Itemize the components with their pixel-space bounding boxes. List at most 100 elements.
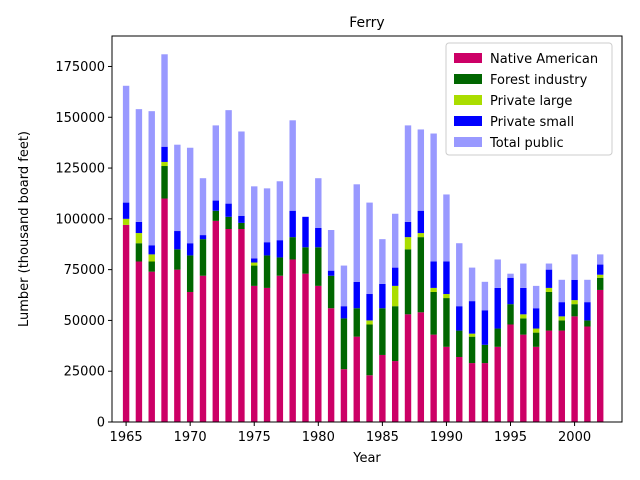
bar-private-small-1991 bbox=[456, 306, 463, 331]
bar-total-public-1986 bbox=[391, 213, 399, 268]
bar-forest-industry-1988 bbox=[417, 237, 425, 313]
bar-total-public-1967 bbox=[148, 111, 155, 246]
bar-native-american-1995 bbox=[507, 324, 514, 422]
bar-private-small-1967 bbox=[148, 245, 155, 255]
bar-total-public-1977 bbox=[276, 181, 284, 241]
bar-private-small-1972 bbox=[212, 200, 219, 211]
bar-private-large-1996 bbox=[520, 314, 527, 319]
bar-private-small-2001 bbox=[584, 302, 591, 321]
bar-total-public-1999 bbox=[558, 279, 565, 303]
bar-forest-industry-1966 bbox=[135, 243, 143, 262]
bar-forest-industry-2000 bbox=[571, 304, 578, 317]
bar-private-small-1982 bbox=[340, 306, 348, 319]
bar-forest-industry-1989 bbox=[430, 291, 437, 335]
bar-private-small-1974 bbox=[238, 215, 245, 223]
y-tick-label-0: 0 bbox=[97, 416, 105, 431]
bar-private-large-1997 bbox=[532, 328, 540, 333]
bar-private-small-1996 bbox=[520, 287, 527, 315]
bar-total-public-1982 bbox=[340, 265, 348, 307]
bar-total-public-1998 bbox=[545, 263, 553, 270]
bar-total-public-1995 bbox=[507, 273, 514, 278]
legend-swatch-native-american bbox=[454, 53, 482, 63]
bar-forest-industry-1987 bbox=[404, 249, 412, 315]
bar-total-public-1969 bbox=[174, 144, 181, 232]
bar-forest-industry-1997 bbox=[532, 332, 540, 347]
x-tick-label-2000: 2000 bbox=[558, 430, 591, 445]
bar-private-small-1969 bbox=[174, 231, 181, 250]
bar-total-public-1968 bbox=[161, 54, 168, 147]
bar-total-public-1996 bbox=[520, 263, 527, 288]
bar-forest-industry-1978 bbox=[289, 237, 296, 260]
bar-private-small-1975 bbox=[251, 258, 258, 263]
bar-native-american-1993 bbox=[481, 363, 489, 422]
bar-private-small-1977 bbox=[276, 240, 284, 258]
bar-total-public-1981 bbox=[327, 230, 335, 271]
bar-native-american-1978 bbox=[289, 259, 296, 422]
bar-total-public-1985 bbox=[379, 239, 386, 284]
legend-swatch-forest-industry bbox=[454, 74, 482, 84]
bar-private-large-1984 bbox=[366, 320, 373, 325]
bar-native-american-1981 bbox=[327, 308, 335, 422]
bar-forest-industry-1996 bbox=[520, 318, 527, 335]
legend-swatch-private-large bbox=[454, 95, 482, 105]
bar-private-large-2002 bbox=[597, 274, 604, 278]
bar-forest-industry-1968 bbox=[161, 166, 168, 199]
bar-total-public-1972 bbox=[212, 125, 219, 201]
bar-total-public-1989 bbox=[430, 133, 437, 262]
bar-private-small-1971 bbox=[199, 235, 207, 240]
bar-forest-industry-1985 bbox=[379, 308, 386, 355]
y-tick-label-150000: 150000 bbox=[55, 111, 105, 126]
bar-native-american-1973 bbox=[225, 229, 232, 422]
bar-forest-industry-1969 bbox=[174, 249, 181, 270]
bar-private-large-1998 bbox=[545, 287, 553, 292]
bar-native-american-1989 bbox=[430, 334, 437, 422]
bar-private-small-1985 bbox=[379, 283, 386, 309]
x-tick-label-1975: 1975 bbox=[238, 430, 271, 445]
bar-total-public-1988 bbox=[417, 129, 425, 211]
bar-private-small-1993 bbox=[481, 310, 489, 345]
bar-private-small-1990 bbox=[443, 261, 450, 295]
bar-private-small-1965 bbox=[122, 202, 130, 219]
bar-forest-industry-1981 bbox=[327, 275, 335, 309]
bar-native-american-2000 bbox=[571, 316, 578, 422]
bar-total-public-1978 bbox=[289, 120, 296, 211]
legend-swatch-total-public bbox=[454, 137, 482, 147]
bar-total-public-1984 bbox=[366, 202, 373, 295]
bar-native-american-2002 bbox=[597, 289, 604, 422]
bar-native-american-1983 bbox=[353, 336, 360, 422]
bar-private-small-1978 bbox=[289, 210, 296, 238]
legend-label-total-public: Total public bbox=[489, 136, 564, 151]
bar-total-public-1973 bbox=[225, 110, 232, 204]
bar-native-american-1992 bbox=[468, 363, 476, 422]
bar-native-american-1972 bbox=[212, 220, 219, 422]
y-tick-label-50000: 50000 bbox=[64, 314, 105, 329]
legend-label-private-small: Private small bbox=[490, 115, 574, 130]
bar-total-public-1990 bbox=[443, 194, 450, 262]
bar-total-public-1965 bbox=[122, 85, 130, 203]
bar-native-american-1991 bbox=[456, 356, 463, 422]
bar-total-public-1993 bbox=[481, 281, 489, 311]
bar-forest-industry-1991 bbox=[456, 330, 463, 357]
bar-private-large-1990 bbox=[443, 294, 450, 299]
bar-private-small-1987 bbox=[404, 221, 412, 238]
bar-private-small-1976 bbox=[263, 242, 271, 256]
bar-private-small-1968 bbox=[161, 146, 168, 162]
bar-forest-industry-1976 bbox=[263, 255, 271, 288]
bar-forest-industry-1967 bbox=[148, 261, 155, 272]
bar-private-small-1988 bbox=[417, 210, 425, 234]
bar-native-american-1997 bbox=[532, 346, 540, 422]
bar-private-small-1998 bbox=[545, 269, 553, 288]
y-tick-label-175000: 175000 bbox=[55, 60, 105, 75]
bar-total-public-2001 bbox=[584, 279, 591, 303]
bar-native-american-1969 bbox=[174, 269, 181, 422]
bar-private-small-2002 bbox=[597, 264, 604, 275]
bar-private-large-1999 bbox=[558, 316, 565, 321]
bar-private-small-1986 bbox=[391, 267, 399, 286]
x-tick-label-1995: 1995 bbox=[494, 430, 527, 445]
bar-total-public-1983 bbox=[353, 184, 360, 282]
bar-forest-industry-1998 bbox=[545, 291, 553, 331]
legend-label-native-american: Native American bbox=[490, 52, 598, 67]
bar-forest-industry-1977 bbox=[276, 257, 284, 276]
bar-private-small-1973 bbox=[225, 203, 232, 217]
